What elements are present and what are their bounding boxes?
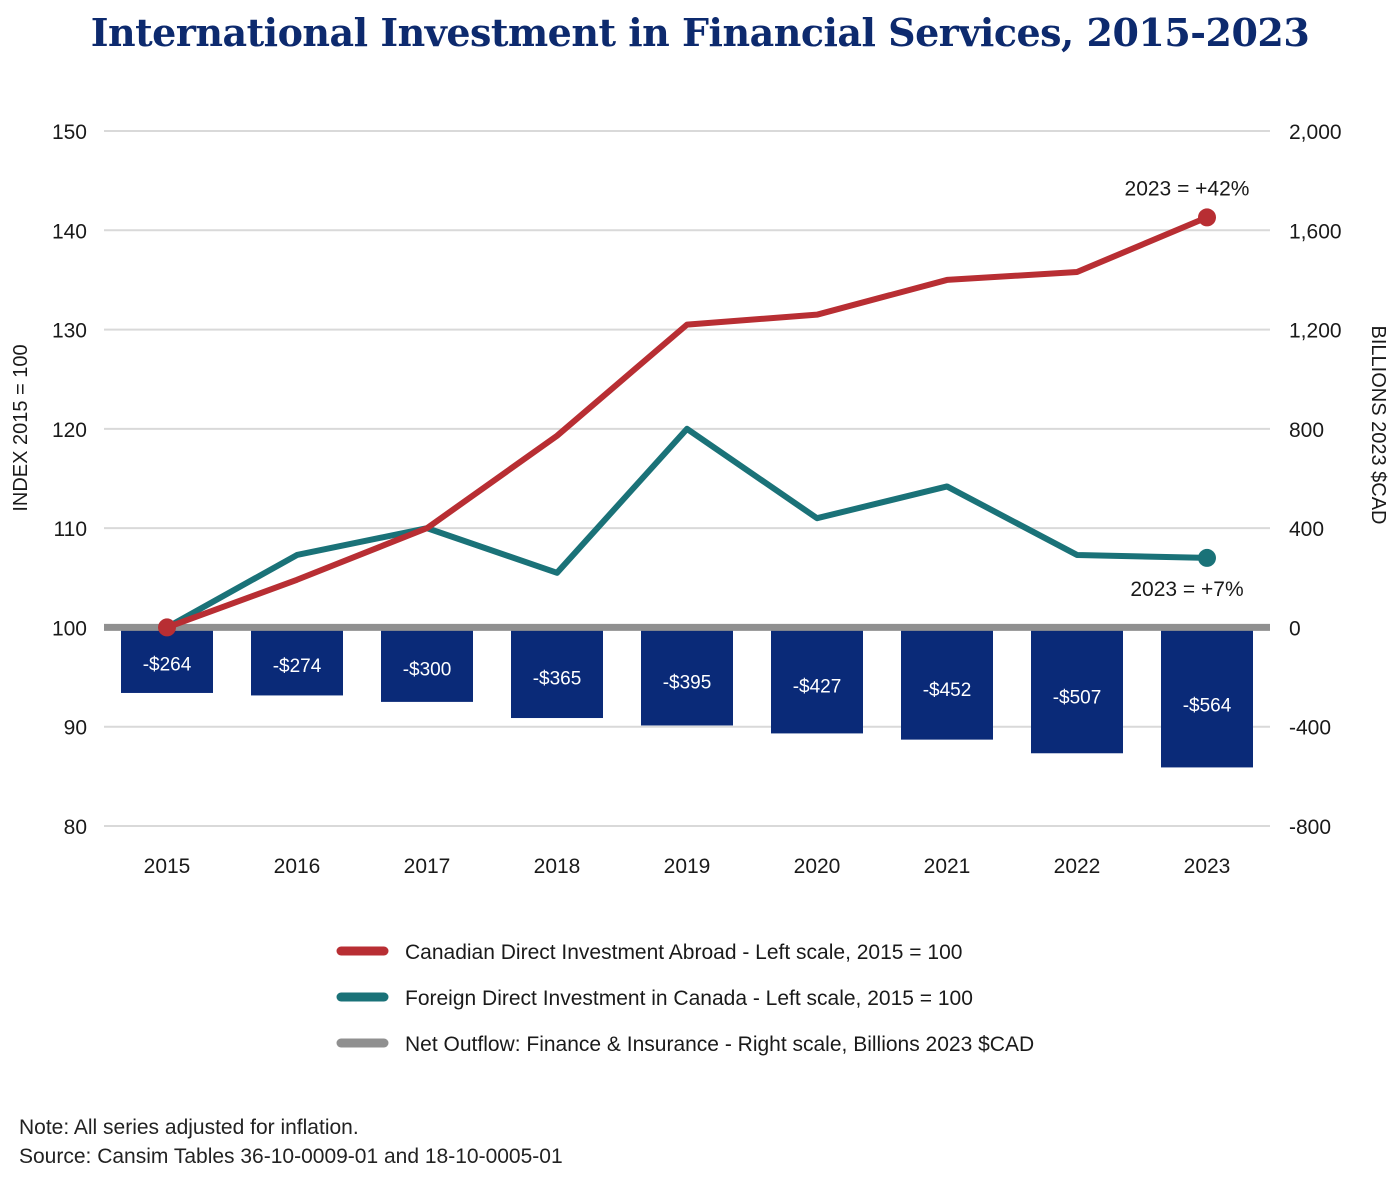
bar-label: -$395 (663, 672, 712, 693)
chart-title: International Investment in Financial Se… (90, 10, 1310, 55)
bar (1161, 627, 1253, 768)
bar-label: -$564 (1183, 695, 1232, 716)
left-tick-label: 80 (64, 816, 87, 839)
left-tick-label: 120 (52, 419, 87, 442)
left-tick-label: 150 (52, 121, 87, 144)
bar (381, 627, 473, 702)
bar-label: -$365 (533, 668, 582, 689)
left-tick-label: 130 (52, 320, 87, 343)
bar (121, 627, 213, 693)
series-annotation: 2023 = +7% (1130, 578, 1243, 601)
bar (511, 627, 603, 719)
note-line: Note: All series adjusted for inflation. (19, 1116, 359, 1139)
right-tick-label: 400 (1289, 518, 1324, 541)
series-end-marker (1198, 208, 1216, 227)
source-line: Source: Cansim Tables 36-10-0009-01 and … (19, 1145, 563, 1168)
bar (1031, 627, 1123, 754)
series-start-marker (158, 618, 176, 637)
right-tick-label: -800 (1289, 816, 1331, 839)
series-line (164, 214, 1210, 631)
left-axis-title: INDEX 2015 = 100 (10, 344, 32, 511)
right-tick-label: 800 (1289, 419, 1324, 442)
x-tick-label: 2015 (144, 855, 191, 878)
legend-label: Canadian Direct Investment Abroad - Left… (405, 941, 962, 964)
right-tick-label: 0 (1289, 617, 1301, 640)
bar (641, 627, 733, 726)
bar-label: -$507 (1053, 688, 1102, 709)
right-tick-label: 2,000 (1289, 121, 1342, 144)
bar-label: -$300 (403, 659, 452, 680)
right-axis-title: BILLIONS 2023 $CAD (1367, 326, 1389, 525)
x-tick-label: 2020 (794, 855, 841, 878)
legend-label: Foreign Direct Investment in Canada - Le… (405, 987, 973, 1010)
x-tick-label: 2018 (534, 855, 581, 878)
bar (251, 627, 343, 696)
x-tick-label: 2021 (924, 855, 971, 878)
bar-label: -$427 (793, 677, 842, 698)
x-tick-label: 2023 (1184, 855, 1231, 878)
left-tick-label: 110 (54, 518, 87, 541)
bar-label: -$264 (143, 654, 192, 675)
x-tick-label: 2022 (1054, 855, 1101, 878)
bar (771, 627, 863, 734)
right-tick-label: 1,600 (1289, 220, 1342, 243)
right-tick-label: 1,200 (1289, 320, 1342, 343)
right-tick-label: -400 (1289, 717, 1331, 740)
bar (901, 627, 993, 740)
left-tick-label: 140 (52, 220, 87, 243)
x-tick-label: 2019 (664, 855, 711, 878)
legend-label: Net Outflow: Finance & Insurance - Right… (405, 1033, 1034, 1056)
bar-label: -$274 (273, 656, 322, 677)
x-tick-label: 2017 (404, 855, 451, 878)
bar-label: -$452 (923, 680, 972, 701)
series-annotation: 2023 = +42% (1125, 177, 1250, 200)
series-line (164, 425, 1210, 631)
series-end-marker (1198, 548, 1216, 567)
chart-notes: Note: All series adjusted for inflation.… (19, 1113, 563, 1171)
x-tick-label: 2016 (274, 855, 321, 878)
left-tick-label: 100 (52, 617, 87, 640)
left-tick-label: 90 (64, 717, 87, 740)
